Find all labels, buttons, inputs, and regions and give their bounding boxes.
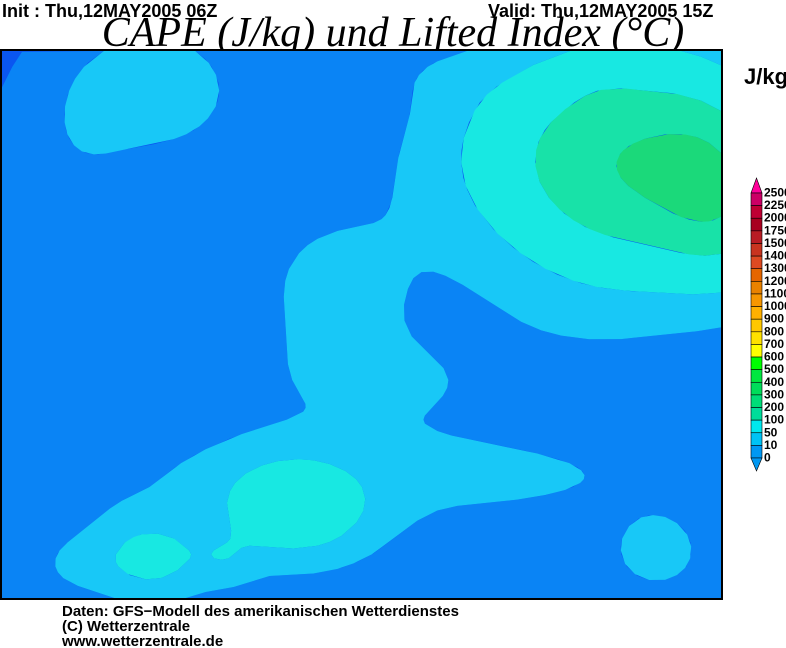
svg-text:0: 0: [764, 451, 771, 465]
